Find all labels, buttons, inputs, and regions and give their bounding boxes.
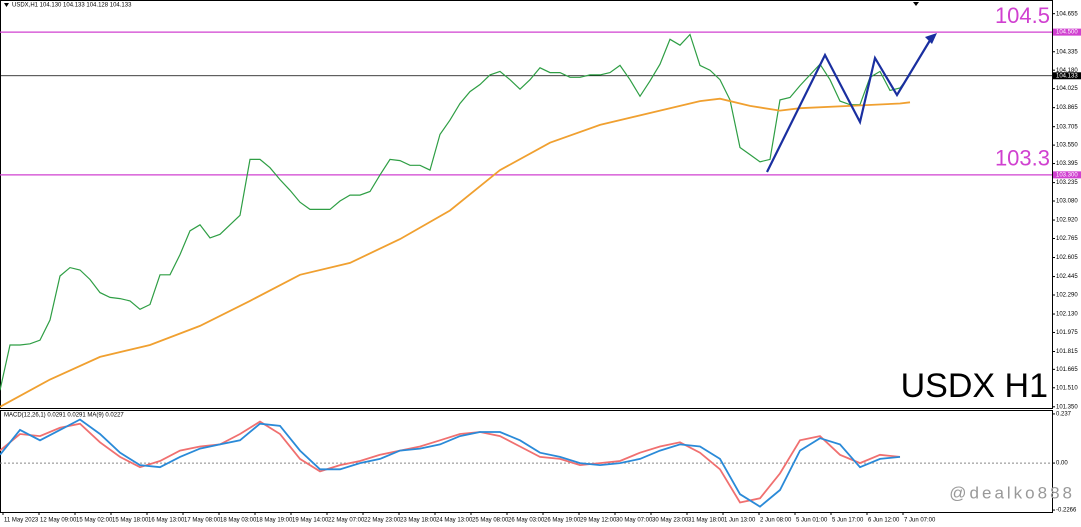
y-tick-label: 102.290	[1056, 293, 1078, 299]
x-tick-label: 15 May 02:00	[76, 518, 113, 524]
y-tick-label: 102.920	[1056, 218, 1078, 224]
y-tick-label: 103.235	[1056, 180, 1078, 186]
level-tag-label: 103.300	[1056, 172, 1078, 178]
watermark: @dealko888	[949, 483, 1075, 502]
x-tick-label: 6 Jun 12:00	[868, 518, 900, 524]
y-tick-label: -0.2266	[1056, 508, 1077, 514]
x-tick-label: 30 May 23:00	[652, 518, 689, 524]
x-tick-label: 5 Jun 17:00	[832, 518, 864, 524]
x-tick-label: 31 May 18:00	[688, 518, 725, 524]
x-tick-label: 18 May 03:00	[220, 518, 257, 524]
x-tick-label: 29 May 12:00	[580, 518, 617, 524]
symbol-label: USDX H1	[901, 367, 1048, 405]
y-tick-label: 104.180	[1056, 68, 1078, 74]
series-line	[0, 97, 911, 408]
y-tick-label: 103.395	[1056, 161, 1078, 167]
level-tag-label: 104.500	[1056, 30, 1078, 36]
y-tick-label: 101.510	[1056, 385, 1078, 391]
level-label: 103.3	[995, 146, 1050, 171]
macd-frame	[0, 410, 1053, 513]
y-tick-label: 101.815	[1056, 349, 1078, 355]
x-tick-label: 12 May 09:00	[40, 518, 77, 524]
x-tick-label: 22 May 23:00	[364, 518, 401, 524]
x-tick-label: 1 Jun 13:00	[724, 518, 756, 524]
x-tick-label: 7 Jun 07:00	[904, 518, 936, 524]
series-line	[0, 33, 911, 391]
x-tick-label: 18 May 19:00	[256, 518, 293, 524]
y-tick-label: 0.00	[1056, 461, 1068, 467]
x-tick-label: 5 Jun 01:00	[796, 518, 828, 524]
y-tick-label: 103.080	[1056, 199, 1078, 205]
y-tick-label: 103.550	[1056, 143, 1078, 149]
x-tick-label: 2 Jun 08:00	[760, 518, 792, 524]
y-tick-label: 103.705	[1056, 124, 1078, 130]
y-tick-label: 102.445	[1056, 274, 1078, 280]
level-label: 104.5	[995, 3, 1050, 28]
y-tick-label: 104.025	[1056, 86, 1078, 92]
level-tag	[1053, 171, 1081, 179]
y-tick-label: 101.350	[1056, 404, 1078, 410]
y-tick-label: 104.655	[1056, 11, 1078, 17]
chart-title: USDX,H1 104.130 104.133 104.128 104.133	[12, 3, 132, 9]
forecast-arrow	[766, 33, 937, 173]
y-tick-label: 102.765	[1056, 236, 1078, 242]
y-tick-label: 102.130	[1056, 312, 1078, 318]
x-tick-label: 16 May 13:00	[148, 518, 185, 524]
title-marker	[4, 3, 9, 7]
x-tick-label: 26 May 19:00	[544, 518, 581, 524]
forecast-path	[766, 36, 933, 173]
macd-title: MACD(12,26,1) 0.0291 0.0291 MA(9) 0.0227	[4, 413, 124, 419]
y-tick-label: 101.975	[1056, 330, 1078, 336]
x-tick-label: 24 May 13:00	[436, 518, 473, 524]
x-tick-label: 30 May 07:00	[616, 518, 653, 524]
x-tick-label: 25 May 08:00	[472, 518, 509, 524]
last-price-tag	[1053, 72, 1081, 80]
x-tick-label: 23 May 18:00	[400, 518, 437, 524]
y-tick-label: 104.335	[1056, 49, 1078, 55]
y-tick-label: 103.865	[1056, 105, 1078, 111]
y-tick-label: 101.665	[1056, 367, 1078, 373]
x-tick-label: 15 May 18:00	[112, 518, 149, 524]
x-tick-label: 26 May 03:00	[508, 518, 545, 524]
price-frame	[0, 0, 1053, 409]
x-tick-label: 22 May 07:00	[328, 518, 365, 524]
y-tick-label: 0.237	[1056, 412, 1072, 418]
arrow-head	[925, 33, 937, 44]
x-tick-label: 17 May 08:00	[184, 518, 221, 524]
series-line	[0, 418, 901, 508]
last-price-label: 104.133	[1056, 73, 1078, 79]
x-tick-label: 19 May 14:00	[292, 518, 329, 524]
level-tag	[1053, 28, 1081, 36]
x-tick-label: 11 May 2023	[4, 518, 39, 524]
shift-marker	[913, 2, 919, 6]
y-tick-label: 102.605	[1056, 255, 1078, 261]
